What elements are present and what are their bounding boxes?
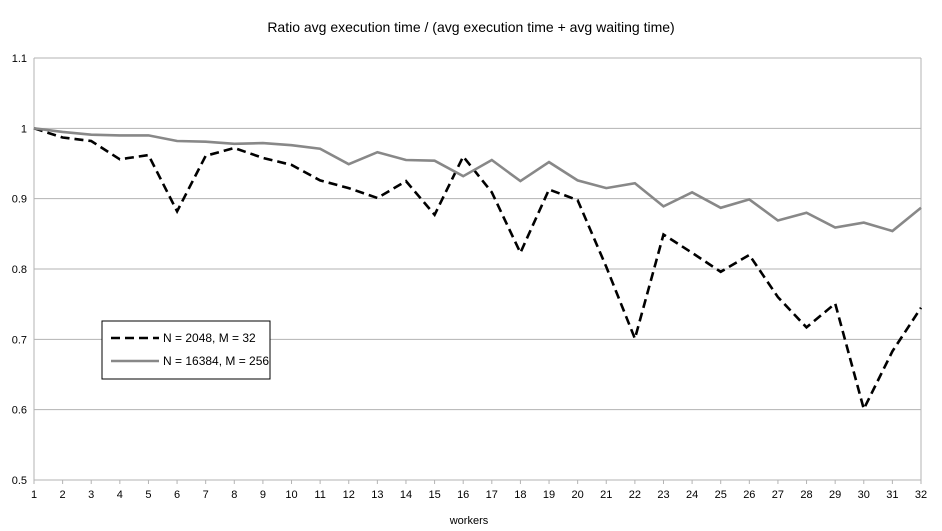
x-tick-label: 3 bbox=[88, 489, 94, 501]
y-tick-label: 0.8 bbox=[12, 264, 27, 276]
gridlines bbox=[33, 57, 922, 481]
series-lines bbox=[33, 127, 923, 413]
y-tick-label: 0.7 bbox=[12, 334, 27, 346]
x-tick-label: 31 bbox=[886, 489, 898, 501]
chart-title: Ratio avg execution time / (avg executio… bbox=[267, 19, 674, 35]
x-tick-label: 17 bbox=[486, 489, 498, 501]
x-tick-label: 23 bbox=[657, 489, 669, 501]
legend: N = 2048, M = 32 N = 16384, M = 256 bbox=[101, 320, 271, 380]
x-tick-label: 20 bbox=[572, 489, 584, 501]
x-tick-label: 8 bbox=[231, 489, 237, 501]
x-tick-label: 30 bbox=[858, 489, 870, 501]
y-tick-label: 0.6 bbox=[12, 405, 27, 417]
y-tick-label: 0.9 bbox=[12, 194, 27, 206]
x-tick-label: 32 bbox=[915, 489, 927, 501]
y-tick-label: 1.1 bbox=[12, 53, 27, 65]
x-tick-label: 5 bbox=[145, 489, 151, 501]
x-tick-label: 11 bbox=[314, 489, 325, 501]
x-tick-label: 19 bbox=[543, 489, 555, 501]
x-tick-label: 7 bbox=[203, 489, 209, 501]
x-tick-label: 29 bbox=[829, 489, 841, 501]
x-tick-label: 2 bbox=[60, 489, 66, 501]
y-tick-label: 1 bbox=[21, 123, 27, 135]
x-tick-label: 16 bbox=[457, 489, 469, 501]
y-tick-label: 0.5 bbox=[12, 475, 27, 487]
x-tick-label: 15 bbox=[428, 489, 440, 501]
x-tick-label: 12 bbox=[343, 489, 355, 501]
x-tick-label: 25 bbox=[715, 489, 727, 501]
x-tick-label: 9 bbox=[260, 489, 266, 501]
x-tick-label: 21 bbox=[600, 489, 612, 501]
x-axis-label: workers bbox=[449, 515, 489, 527]
x-tick-label: 10 bbox=[285, 489, 297, 501]
x-tick-label: 27 bbox=[772, 489, 784, 501]
x-tick-label: 4 bbox=[117, 489, 123, 501]
series-line-2 bbox=[33, 127, 922, 233]
y-axis-ticks: 0.5 0.6 0.7 0.8 0.9 1 1.1 bbox=[12, 53, 27, 487]
x-tick-label: 28 bbox=[800, 489, 812, 501]
x-axis-ticks: 1 2 3 4 5 6 7 8 9 10 11 12 13 14 15 16 17 18 19 20 21 22 23 24 2… bbox=[31, 480, 927, 501]
x-tick-label: 22 bbox=[629, 489, 641, 501]
legend-label-series-2: N = 16384, M = 256 bbox=[163, 354, 269, 368]
legend-label-series-1: N = 2048, M = 32 bbox=[163, 331, 256, 345]
x-tick-label: 6 bbox=[174, 489, 180, 501]
x-tick-label: 13 bbox=[371, 489, 383, 501]
legend-box bbox=[101, 320, 271, 380]
x-tick-label: 26 bbox=[743, 489, 755, 501]
x-tick-label: 1 bbox=[31, 489, 37, 501]
series-line-1 bbox=[33, 127, 923, 413]
x-tick-label: 18 bbox=[514, 489, 526, 501]
x-tick-label: 24 bbox=[686, 489, 698, 501]
x-tick-label: 14 bbox=[400, 489, 412, 501]
